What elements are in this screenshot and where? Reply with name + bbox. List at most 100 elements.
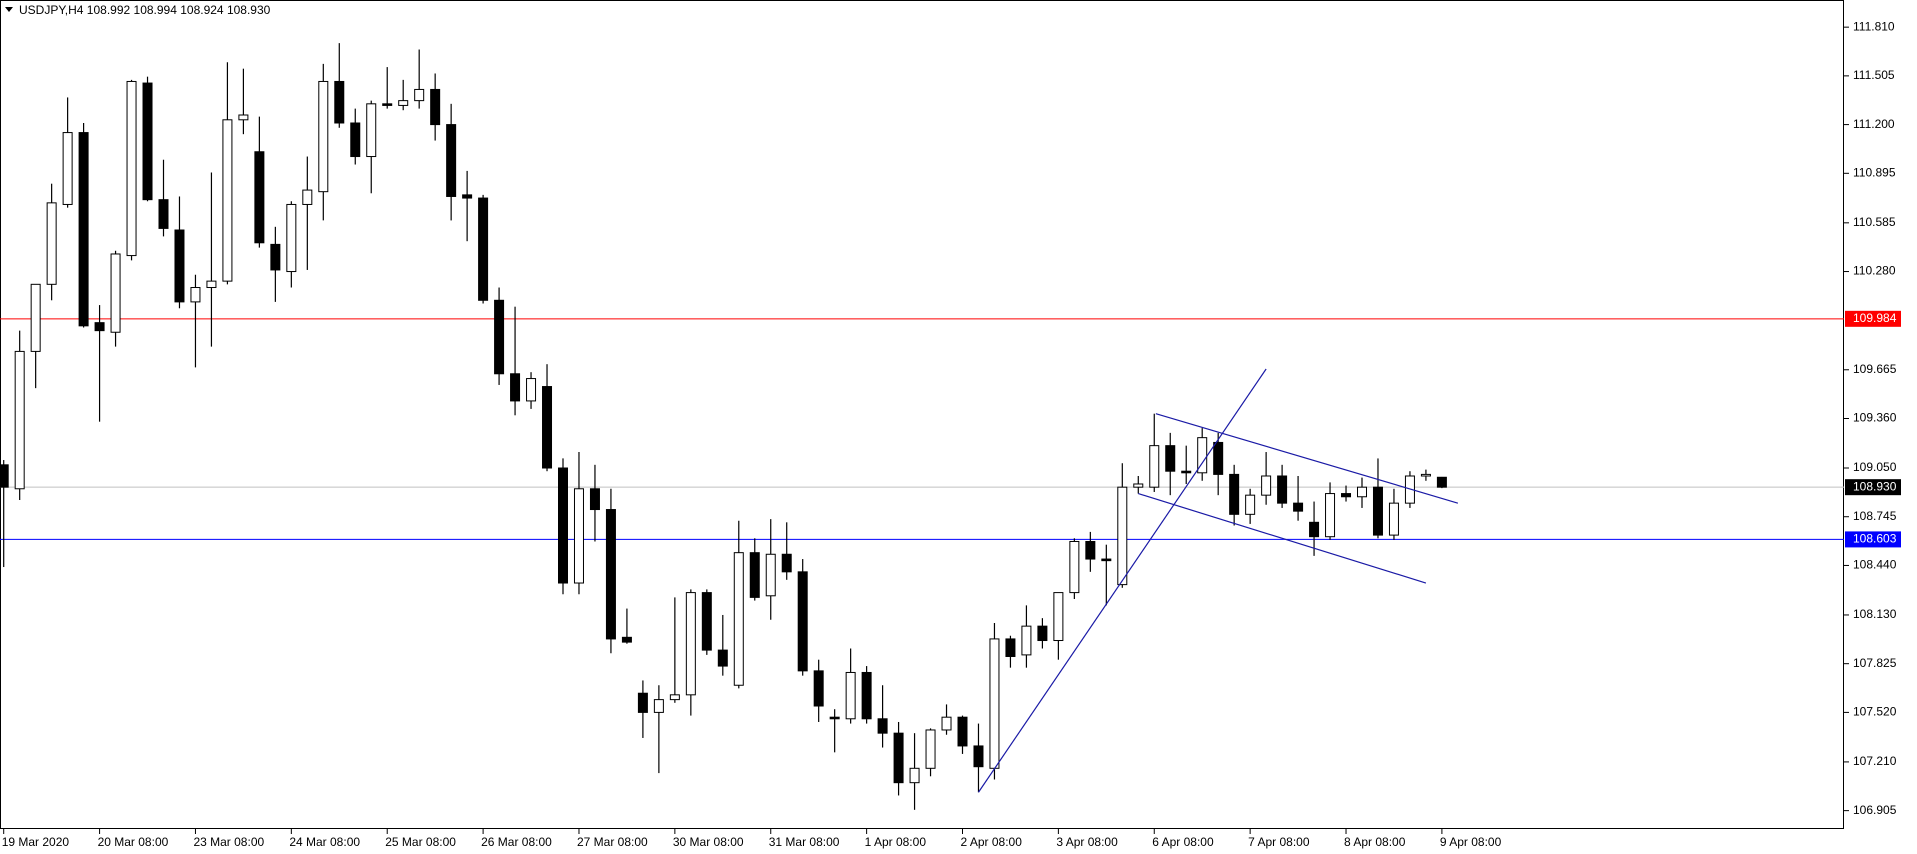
candle-body (717, 649, 728, 667)
y-tick-label: 108.745 (1853, 509, 1897, 523)
y-tick-label: 109.050 (1853, 460, 1897, 474)
y-tick-label: 107.210 (1853, 754, 1897, 768)
chart-title: USDJPY,H4 108.992 108.994 108.924 108.93… (19, 3, 271, 17)
x-tick-label: 9 Apr 08:00 (1440, 835, 1502, 849)
trendline (977, 368, 1267, 793)
candle-body (1372, 486, 1383, 536)
candle-body (1117, 486, 1128, 586)
y-tick-label: 108.130 (1853, 607, 1897, 621)
x-tick-label: 8 Apr 08:00 (1344, 835, 1406, 849)
x-tick-label: 6 Apr 08:00 (1152, 835, 1214, 849)
candle-body (845, 671, 856, 720)
candle-body (334, 80, 345, 124)
candle-body (829, 716, 840, 720)
candle-body (653, 699, 664, 713)
candle-body (573, 488, 584, 584)
candle-body (62, 132, 73, 205)
x-tick-label: 1 Apr 08:00 (865, 835, 927, 849)
candle-body (110, 253, 121, 333)
candle-body (1101, 558, 1112, 562)
trendline (1138, 492, 1427, 584)
candle-body (797, 571, 808, 672)
candle-body (558, 467, 568, 584)
candle-body (1021, 625, 1032, 656)
candle-body (494, 299, 505, 375)
candle-body (749, 552, 760, 598)
candle-body (302, 189, 313, 205)
candle-body (1245, 494, 1256, 515)
candle-body (701, 592, 712, 651)
candle-body (1149, 445, 1160, 488)
y-tick-label: 111.200 (1853, 117, 1895, 131)
candle-body (222, 119, 233, 282)
x-tick-label: 2 Apr 08:00 (961, 835, 1023, 849)
candle-body (1325, 493, 1336, 538)
price-label: 108.930 (1853, 479, 1897, 493)
candle-body (1005, 638, 1016, 657)
candle-body (142, 82, 153, 201)
candle-body (350, 122, 361, 158)
price-label: 109.984 (1853, 311, 1897, 325)
candle-body (174, 229, 185, 303)
candle-body (957, 716, 968, 747)
candle-body (1436, 476, 1447, 488)
candle-body (1133, 483, 1144, 488)
candle-body (1309, 521, 1320, 538)
candle-body (1420, 473, 1431, 477)
candle-body (526, 378, 537, 402)
candle-body (254, 151, 265, 244)
candle-body (462, 194, 473, 199)
candle-body (126, 80, 137, 257)
plot-frame (0, 0, 1844, 829)
x-tick-label: 27 Mar 08:00 (577, 835, 648, 849)
price-label-bg (1845, 531, 1901, 548)
candle-body (1261, 475, 1272, 496)
candle-body (78, 132, 89, 327)
candle-body (781, 553, 792, 573)
candle-body (286, 203, 297, 273)
candle-body (989, 638, 1000, 769)
candle-body (1197, 437, 1208, 474)
candle-body (238, 114, 249, 121)
y-tick-label: 110.585 (1853, 215, 1896, 229)
candle-body (877, 718, 888, 734)
candle-body (1341, 493, 1352, 498)
candle-body (542, 386, 553, 469)
candle-body (94, 322, 105, 332)
y-tick-label: 111.810 (1853, 19, 1895, 33)
candle-body (14, 350, 25, 490)
x-tick-label: 23 Mar 08:00 (193, 835, 264, 849)
candle-body (637, 692, 648, 713)
candle-body (1277, 475, 1288, 504)
candle-body (973, 745, 984, 768)
candle-body (1053, 592, 1064, 642)
x-tick-label: 19 Mar 2020 (2, 835, 70, 849)
candle-body (909, 767, 920, 784)
candle-body (925, 729, 936, 769)
y-tick-label: 108.440 (1853, 558, 1897, 572)
price-label-bg (1845, 479, 1901, 496)
candle-body (589, 488, 600, 511)
candle-body (893, 732, 904, 784)
candle-body (1357, 486, 1367, 498)
candle-body (605, 509, 616, 640)
x-tick-label: 3 Apr 08:00 (1056, 835, 1118, 849)
y-tick-label: 110.895 (1853, 165, 1896, 179)
candle-body (414, 88, 425, 102)
y-tick-label: 111.505 (1853, 68, 1895, 82)
candle-body (30, 283, 41, 352)
y-tick-label: 110.280 (1853, 264, 1896, 278)
x-tick-label: 30 Mar 08:00 (673, 835, 744, 849)
price-label: 108.603 (1853, 532, 1897, 546)
candle-body (1181, 470, 1192, 474)
candle-body (765, 553, 776, 597)
candle-body (1069, 540, 1080, 594)
candle-body (430, 88, 441, 126)
menu-triangle[interactable] (5, 7, 13, 12)
candle-body (621, 636, 632, 643)
x-tick-label: 24 Mar 08:00 (289, 835, 360, 849)
candle-body (158, 199, 169, 229)
candle-body (478, 197, 489, 301)
candle-body (1213, 441, 1224, 475)
candle-body (669, 694, 680, 701)
